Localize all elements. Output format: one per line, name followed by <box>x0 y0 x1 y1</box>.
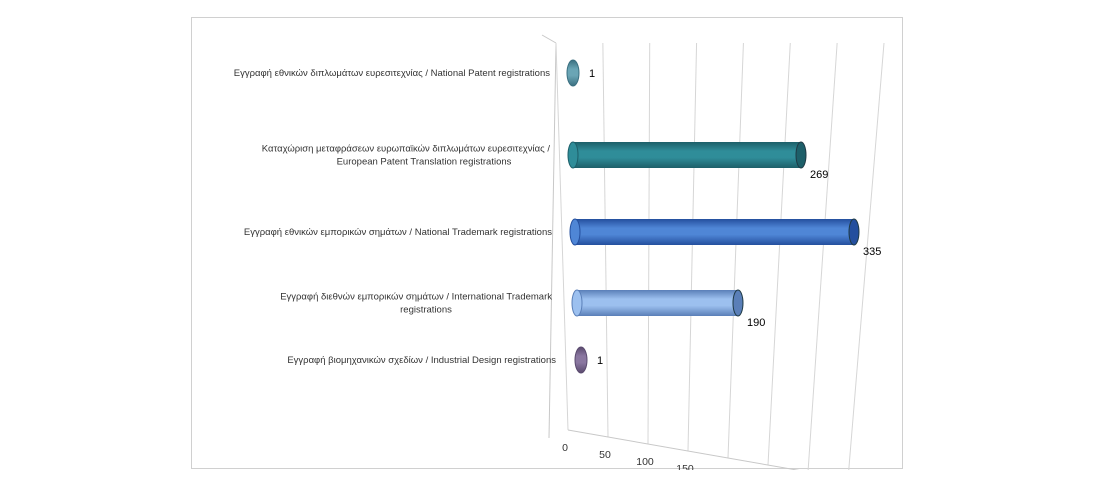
gridline <box>687 42 698 452</box>
bar-right-cap <box>795 141 807 169</box>
data-label: 1 <box>597 355 603 367</box>
category-label: Καταχώριση μεταφράσεων ευρωπαϊκών διπλωμ… <box>262 144 551 155</box>
data-label: 1 <box>589 68 595 80</box>
category-label: Εγγραφή διεθνών εμπορικών σημάτων / Inte… <box>280 292 552 303</box>
bar-left-cap <box>567 141 579 169</box>
data-label: 190 <box>747 317 765 329</box>
bar: 269 <box>567 141 828 181</box>
bar: 190 <box>571 289 765 329</box>
bar-left-cap <box>569 218 581 246</box>
bar-body <box>577 290 738 316</box>
bar-cap <box>566 59 580 87</box>
gridlines <box>541 34 885 470</box>
bar-right-cap <box>732 289 744 317</box>
category-label: Εγγραφή εθνικών εμπορικών σημάτων / Nati… <box>244 227 552 238</box>
x-tick-label: 100 <box>636 456 654 468</box>
category-label: Εγγραφή εθνικών διπλωμάτων ευρεσιτεχνίας… <box>234 68 550 79</box>
bar: 335 <box>569 218 881 258</box>
bar: 1 <box>566 59 595 87</box>
bar: 1 <box>574 346 603 374</box>
category-label: Εγγραφή βιομηχανικών σχεδίων / Industria… <box>287 355 556 366</box>
x-tick-label: 0 <box>562 442 568 454</box>
top-wall-edge <box>541 34 557 44</box>
gridline <box>727 42 744 459</box>
x-axis: 050100150200250300350 <box>562 442 694 470</box>
bar-body <box>575 219 854 245</box>
category-labels: Εγγραφή εθνικών διπλωμάτων ευρεσιτεχνίας… <box>234 68 556 366</box>
category-label: registrations <box>400 305 452 316</box>
bar-cap <box>574 346 588 374</box>
bars: 1 269 335 190 1 <box>566 59 881 374</box>
floor-edge <box>567 429 800 470</box>
gridline <box>807 42 838 470</box>
category-label: European Patent Translation registration… <box>337 157 512 168</box>
bar-left-cap <box>571 289 583 317</box>
bar-body <box>573 142 802 168</box>
x-tick-label: 50 <box>599 449 611 461</box>
bar-right-cap <box>848 218 860 246</box>
gridline <box>767 42 791 466</box>
data-label: 335 <box>863 246 881 258</box>
gridline <box>555 42 569 431</box>
left-wall-edge <box>548 42 557 439</box>
gridline <box>848 42 885 470</box>
x-tick-label: 150 <box>676 463 694 470</box>
data-label: 269 <box>810 169 828 181</box>
